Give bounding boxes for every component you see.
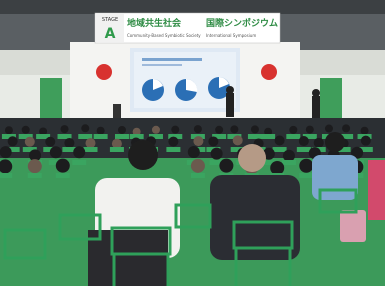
audience-head: [342, 124, 350, 132]
person-head: [325, 132, 345, 152]
audience-head: [22, 126, 30, 134]
chair-back: [0, 173, 12, 178]
audience-head: [118, 126, 126, 134]
chair-back: [72, 160, 86, 165]
audience-head: [45, 137, 55, 147]
audience-head: [25, 137, 35, 147]
chair-back: [83, 147, 97, 152]
audience-head: [85, 138, 95, 148]
chair-back: [94, 134, 108, 139]
audience-head: [28, 159, 42, 173]
chair-back: [115, 134, 129, 139]
chair-back: [273, 147, 287, 152]
banner-title-ja: 国際シンポジウム: [206, 17, 278, 29]
bag: [340, 210, 366, 242]
chair-back: [299, 173, 313, 178]
audience-head: [171, 126, 179, 134]
audience-head: [208, 136, 218, 146]
photo: STAGE A 地域共生社会 国際シンポジウム Community-Based …: [0, 0, 385, 292]
banner-title-ja: 地域共生社会: [127, 17, 182, 29]
chair-back: [297, 147, 311, 152]
ceiling: [0, 0, 385, 14]
audience-head: [152, 126, 160, 134]
audience-head: [251, 125, 259, 133]
audience-head: [5, 126, 13, 134]
audience-head: [81, 124, 89, 132]
audience-head: [299, 136, 309, 146]
audience-head: [275, 136, 285, 146]
audience-head: [0, 146, 12, 158]
audience-head: [215, 126, 223, 134]
chair-back: [261, 134, 275, 139]
audience-head: [361, 127, 369, 135]
person-head: [238, 144, 266, 172]
slide-text-line: [142, 64, 182, 66]
banner-title-en: International Symposium: [206, 33, 256, 38]
audience-head: [270, 161, 284, 175]
speaker: [226, 93, 234, 117]
audience-head: [219, 159, 233, 173]
audience-head: [168, 137, 178, 147]
audience-head: [191, 159, 205, 173]
audience-head: [73, 146, 85, 158]
logo: [96, 64, 112, 80]
audience-head: [325, 125, 333, 133]
audience-head: [299, 159, 313, 173]
chair-back: [28, 173, 42, 178]
audience-head: [56, 159, 70, 173]
chair-back: [248, 134, 262, 139]
audience-head: [8, 136, 18, 146]
lectern: [113, 104, 121, 120]
audience-head: [361, 136, 371, 146]
person-head: [128, 140, 158, 170]
bottom-edge: [0, 286, 385, 292]
audience-head: [193, 136, 203, 146]
audience-head: [283, 150, 295, 162]
audience-head: [289, 126, 297, 134]
stage-letter: A: [105, 26, 116, 42]
banner-title-en: Community-Based Symbiotic Society: [127, 33, 201, 38]
chair-back: [110, 147, 124, 152]
slide-text-line: [142, 58, 202, 61]
stage-label: STAGE: [102, 17, 118, 23]
audience-head: [230, 125, 238, 133]
audience-head: [211, 148, 223, 160]
chair-back: [166, 147, 180, 152]
audience-head: [314, 138, 324, 148]
audience-head: [61, 125, 69, 133]
person-head: [312, 89, 320, 97]
audience-head: [233, 135, 243, 145]
chair-back: [56, 173, 70, 178]
person-pink: [368, 160, 385, 220]
audience-head: [64, 138, 74, 148]
audience-head: [50, 146, 62, 158]
audience-head: [306, 126, 314, 134]
speaker-head: [226, 86, 234, 94]
logo: [261, 64, 277, 80]
chair-back: [286, 134, 300, 139]
audience-head: [194, 125, 202, 133]
audience-head: [188, 146, 200, 158]
audience-head: [97, 127, 105, 135]
chair-back: [282, 160, 296, 165]
chair-back: [191, 173, 205, 178]
